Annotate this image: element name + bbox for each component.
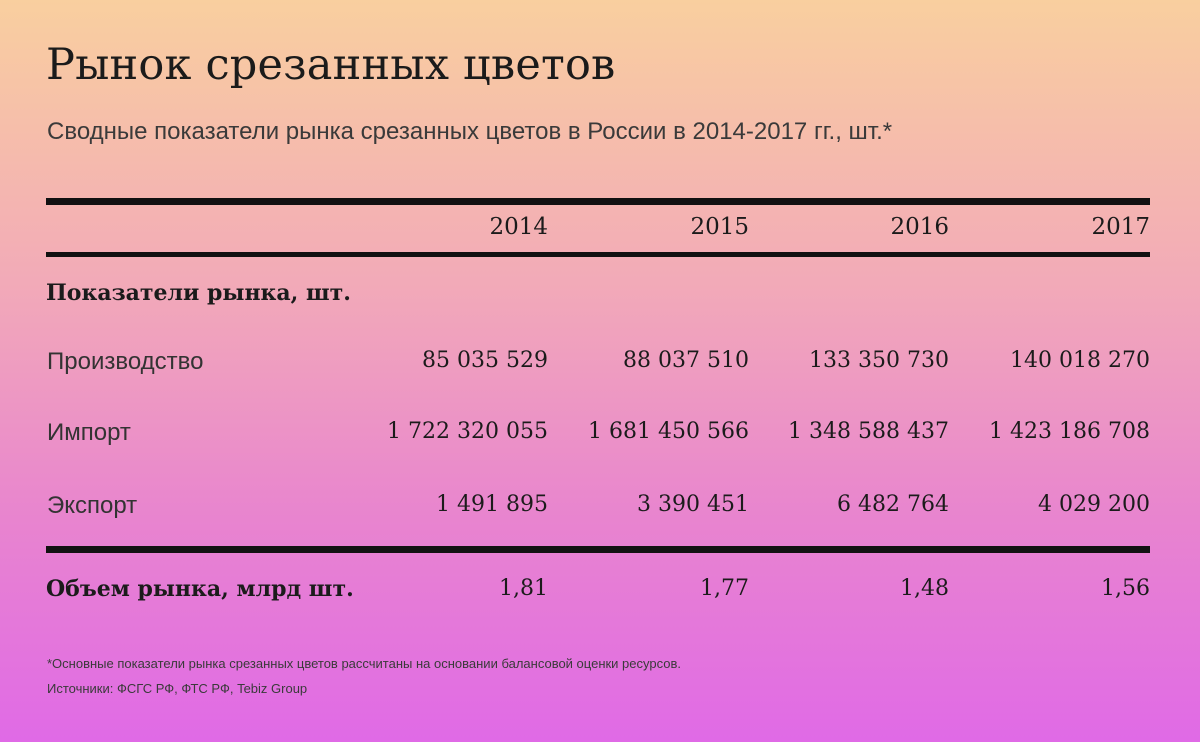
cell-export-2017: 4 029 200 bbox=[1038, 492, 1150, 517]
cell-import-2015: 1 681 450 566 bbox=[588, 419, 749, 444]
sources-note: Источники: ФСГС РФ, ФТС РФ, Tebiz Group bbox=[47, 681, 308, 696]
column-header-2016: 2016 bbox=[890, 214, 949, 240]
total-2016: 1,48 bbox=[900, 576, 949, 601]
row-label-production: Производство bbox=[47, 348, 204, 375]
cell-import-2014: 1 722 320 055 bbox=[387, 419, 548, 444]
total-2015: 1,77 bbox=[700, 576, 749, 601]
cell-production-2015: 88 037 510 bbox=[623, 348, 749, 373]
chart-title: Рынок срезанных цветов bbox=[46, 40, 616, 90]
section-label: Показатели рынка, шт. bbox=[46, 280, 351, 306]
column-header-2015: 2015 bbox=[690, 214, 749, 240]
row-label-export: Экспорт bbox=[47, 492, 138, 519]
cell-export-2014: 1 491 895 bbox=[436, 492, 548, 517]
row-label-import: Импорт bbox=[47, 419, 131, 446]
column-header-2014: 2014 bbox=[489, 214, 548, 240]
total-label: Объем рынка, млрд шт. bbox=[46, 576, 354, 602]
cell-export-2016: 6 482 764 bbox=[837, 492, 949, 517]
cell-import-2017: 1 423 186 708 bbox=[989, 419, 1150, 444]
total-2017: 1,56 bbox=[1101, 576, 1150, 601]
cell-production-2017: 140 018 270 bbox=[1010, 348, 1150, 373]
cell-production-2016: 133 350 730 bbox=[809, 348, 949, 373]
chart-subtitle: Сводные показатели рынка срезанных цвето… bbox=[47, 118, 893, 145]
table-total-rule bbox=[46, 546, 1150, 553]
table-header-rule bbox=[46, 252, 1150, 257]
cell-export-2015: 3 390 451 bbox=[637, 492, 749, 517]
table-top-rule bbox=[46, 198, 1150, 205]
total-2014: 1,81 bbox=[499, 576, 548, 601]
column-header-2017: 2017 bbox=[1091, 214, 1150, 240]
cell-import-2016: 1 348 588 437 bbox=[788, 419, 949, 444]
footnote: *Основные показатели рынка срезанных цве… bbox=[47, 656, 681, 671]
cell-production-2014: 85 035 529 bbox=[422, 348, 548, 373]
